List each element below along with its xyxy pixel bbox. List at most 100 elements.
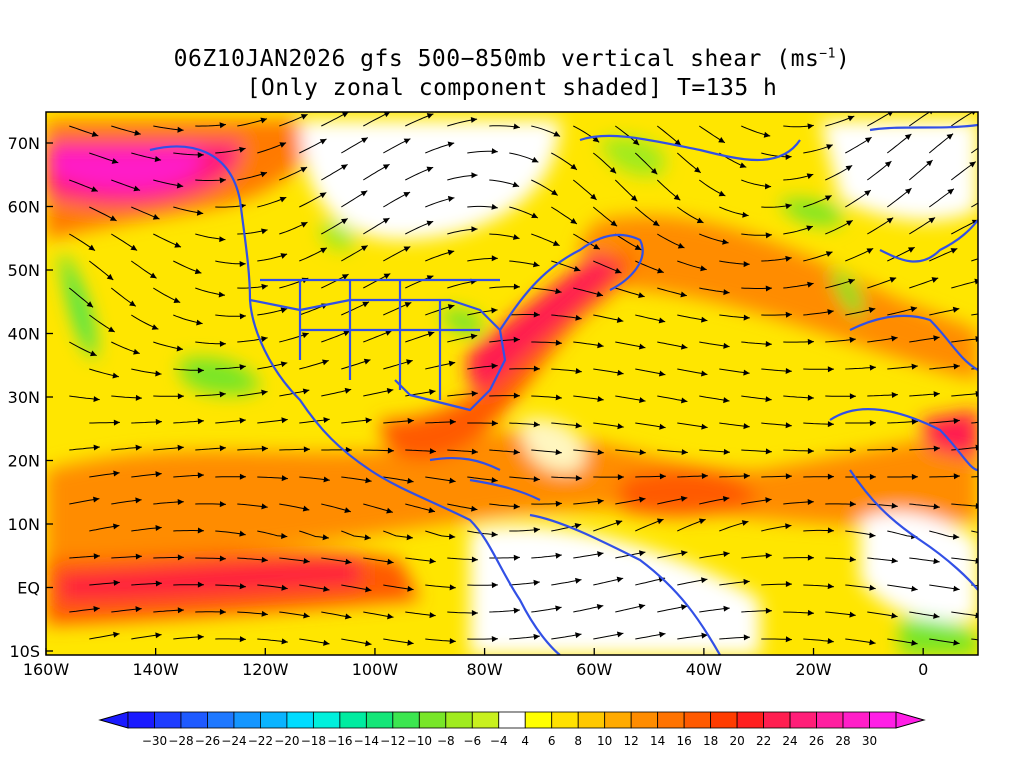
streamline-arrow <box>807 394 814 401</box>
streamline-arrow <box>281 417 288 424</box>
streamline-arrow <box>765 448 772 455</box>
streamline-arrow <box>849 611 856 618</box>
streamline-arrow <box>280 361 288 368</box>
colorbar-label: −8 <box>437 734 455 748</box>
streamline-arrow <box>219 391 226 398</box>
streamline-arrow <box>261 556 268 563</box>
streamline-arrow <box>827 421 834 428</box>
streamline-arrow <box>261 610 268 617</box>
streamline-arrow <box>614 267 622 274</box>
lat-tick-label: 50N <box>8 261 40 280</box>
streamline-arrow <box>447 195 455 202</box>
streamline-arrow <box>617 369 624 376</box>
streamline-arrow <box>386 507 393 514</box>
streamline-arrow <box>130 244 138 251</box>
colorbar-swatch <box>789 711 817 729</box>
streamline-arrow <box>680 291 687 298</box>
streamline-arrow <box>407 417 414 424</box>
streamline-arrow <box>575 422 582 429</box>
streamline-arrow <box>109 215 117 221</box>
streamline-arrow <box>911 639 918 646</box>
streamline-arrow <box>111 158 119 164</box>
streamline-arrow <box>765 396 772 403</box>
streamline-arrow <box>723 551 730 558</box>
streamline-arrow <box>302 505 310 512</box>
streamline-arrow <box>406 534 413 541</box>
colorbar-label: −4 <box>490 734 508 748</box>
streamline-arrow <box>765 341 772 348</box>
streamline-arrow <box>610 220 618 227</box>
streamline-arrow <box>133 185 141 192</box>
streamline-arrow <box>280 253 288 259</box>
streamline-arrow <box>953 639 960 646</box>
streamline-arrow <box>630 195 638 202</box>
colorbar-label: 26 <box>809 734 824 748</box>
colorbar-swatch <box>604 711 632 729</box>
lat-tick-label: 60N <box>8 198 40 217</box>
streamline-arrow <box>86 301 94 308</box>
streamline-arrow <box>362 301 369 308</box>
streamline-arrow <box>239 313 246 320</box>
streamline-arrow <box>471 556 478 563</box>
colorbar-label: 20 <box>729 734 744 748</box>
streamline-arrow <box>743 473 750 479</box>
streamline-arrow <box>555 339 562 346</box>
streamline-arrow <box>910 306 918 313</box>
colorbar-swatch <box>339 711 367 729</box>
streamline-arrow <box>994 249 1001 256</box>
streamline-arrow <box>491 477 498 484</box>
streamline-arrow <box>680 550 688 557</box>
lon-tick-label: 20W <box>795 660 831 679</box>
streamline-arrow <box>219 608 226 615</box>
streamline-arrow <box>261 445 268 452</box>
streamline-arrow <box>996 364 1002 370</box>
streamline-arrow <box>407 585 414 592</box>
colorbar-label: −20 <box>274 734 299 748</box>
streamline-arrow <box>849 447 856 454</box>
streamline-arrow <box>866 248 874 254</box>
streamline-arrow <box>931 277 939 283</box>
streamline-arrow <box>155 370 162 377</box>
colorbar-swatch <box>816 711 844 729</box>
colorbar-label: 10 <box>597 734 612 748</box>
streamline-arrow <box>698 518 706 525</box>
streamline-arrow <box>742 211 749 218</box>
colorbar-label: −30 <box>142 734 167 748</box>
streamline-arrow <box>593 243 600 250</box>
streamline-arrow <box>722 496 730 502</box>
streamline-arrow <box>279 196 287 203</box>
streamline-arrow <box>449 533 456 540</box>
streamline-arrow <box>933 335 940 342</box>
streamline-arrow <box>869 364 876 371</box>
streamline <box>971 530 978 534</box>
lat-tick-label: 10N <box>8 515 40 534</box>
streamline-arrow <box>700 370 708 377</box>
streamline-arrow <box>177 554 184 561</box>
streamline-arrow <box>911 473 918 480</box>
streamline-arrow <box>426 220 434 227</box>
streamline-arrow <box>177 393 184 400</box>
streamline-arrow <box>904 134 912 141</box>
streamline-arrow <box>616 316 624 323</box>
lat-tick-label: 10S <box>9 642 40 661</box>
streamline-arrow <box>218 291 225 298</box>
streamline-arrow <box>765 285 772 292</box>
streamline-arrow <box>406 359 413 366</box>
streamline-arrow <box>533 421 540 428</box>
streamline-arrow <box>969 161 976 168</box>
streamline-arrow <box>785 636 792 643</box>
streamline-arrow <box>363 358 371 365</box>
streamline-arrow <box>449 584 456 591</box>
streamline-arrow <box>303 557 310 564</box>
streamline-arrow <box>996 472 1003 479</box>
colorbar-label: −24 <box>221 734 246 748</box>
colorbar-swatch <box>657 711 685 729</box>
streamline-arrow <box>512 181 520 188</box>
streamline-arrow <box>827 309 834 315</box>
lat-tick-label: 40N <box>8 325 40 344</box>
colorbar-swatch <box>524 711 553 729</box>
streamline-arrow <box>177 607 184 614</box>
streamline-arrow <box>849 336 856 343</box>
streamline-arrow <box>825 251 833 257</box>
streamline-arrow <box>448 360 456 367</box>
